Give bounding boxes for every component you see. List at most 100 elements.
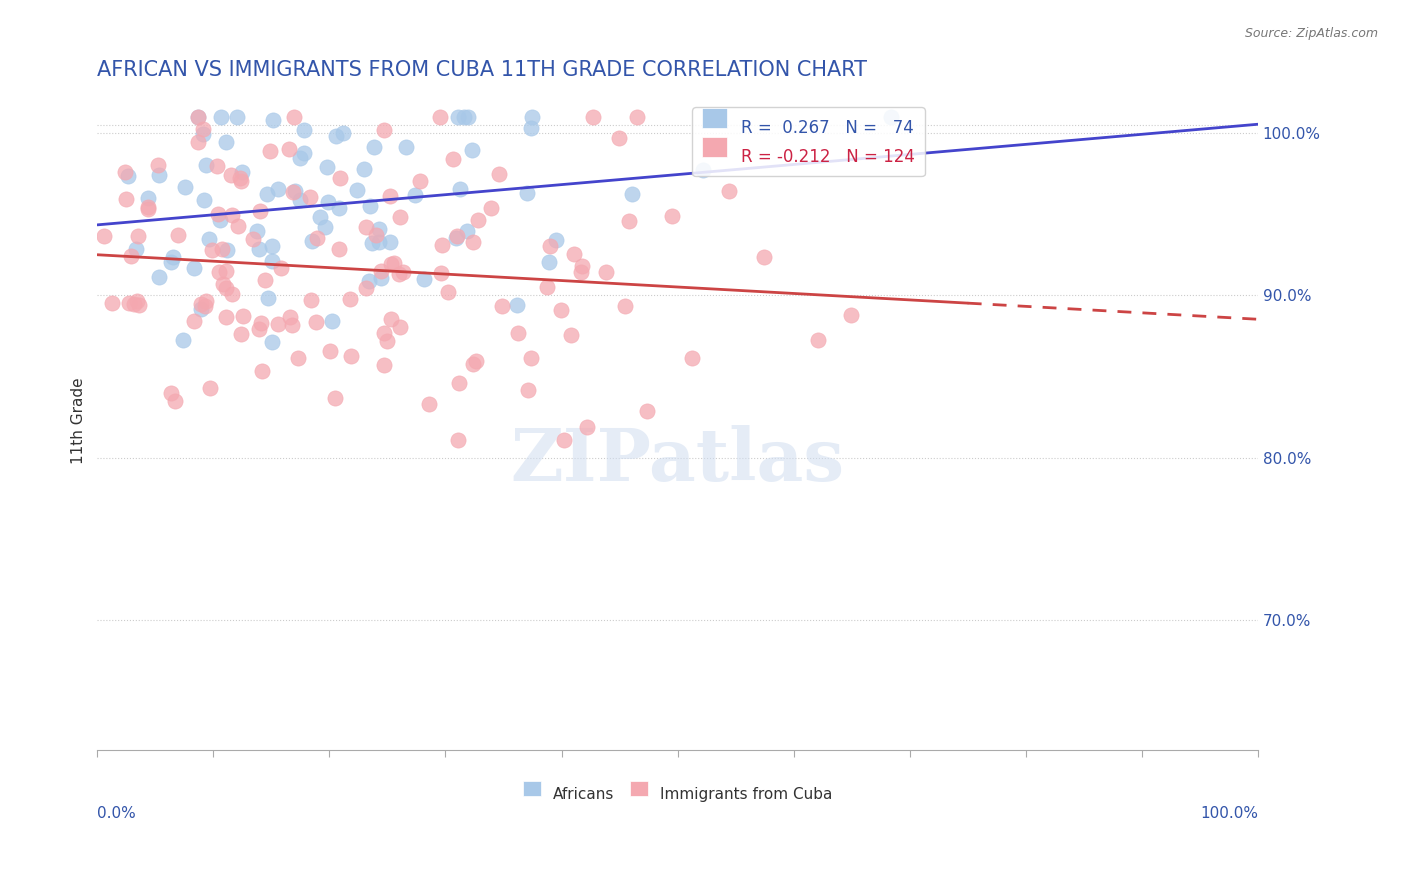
Point	[437, 285, 460, 299]
Point	[215, 135, 238, 149]
Point	[221, 287, 243, 301]
Point	[148, 269, 170, 284]
Point	[447, 110, 470, 124]
Point	[316, 160, 339, 174]
Point	[516, 186, 538, 200]
Point	[373, 358, 395, 372]
Point	[560, 328, 582, 343]
Point	[307, 231, 329, 245]
Point	[718, 184, 741, 198]
Point	[299, 293, 322, 308]
Point	[354, 220, 377, 235]
Point	[373, 326, 395, 341]
Point	[260, 334, 283, 349]
Point	[125, 293, 148, 308]
Point	[571, 260, 593, 274]
Point	[595, 265, 617, 279]
Point	[198, 381, 221, 395]
Legend: Africans, Immigrants from Cuba: Africans, Immigrants from Cuba	[516, 780, 839, 808]
Point	[461, 357, 484, 371]
Point	[692, 163, 714, 178]
Point	[354, 281, 377, 295]
Point	[125, 242, 148, 256]
Point	[449, 376, 471, 391]
Point	[114, 165, 136, 179]
Point	[232, 309, 254, 323]
Point	[183, 261, 205, 276]
Text: Source: ZipAtlas.com: Source: ZipAtlas.com	[1244, 27, 1378, 40]
Point	[246, 224, 269, 238]
Point	[298, 190, 321, 204]
Point	[148, 169, 170, 183]
Point	[256, 291, 278, 305]
Point	[391, 265, 413, 279]
Point	[207, 207, 229, 221]
Y-axis label: 11th Grade: 11th Grade	[72, 378, 86, 465]
Point	[506, 298, 529, 312]
Point	[209, 110, 232, 124]
Point	[314, 220, 336, 235]
Point	[360, 236, 382, 251]
Point	[193, 121, 215, 136]
Point	[520, 351, 543, 365]
Point	[582, 110, 605, 124]
Point	[292, 123, 315, 137]
Point	[301, 234, 323, 248]
Point	[93, 228, 115, 243]
Point	[375, 334, 398, 348]
Point	[544, 233, 567, 247]
Point	[247, 242, 270, 256]
Point	[165, 393, 187, 408]
Point	[353, 161, 375, 176]
Point	[550, 302, 572, 317]
Point	[453, 110, 475, 124]
Point	[614, 299, 637, 313]
Point	[488, 167, 510, 181]
Point	[661, 209, 683, 223]
Point	[190, 297, 212, 311]
Point	[262, 113, 284, 128]
Point	[380, 312, 402, 326]
Point	[208, 265, 231, 279]
Point	[249, 204, 271, 219]
Point	[226, 219, 249, 234]
Point	[467, 213, 489, 227]
Point	[408, 174, 430, 188]
Point	[205, 159, 228, 173]
Point	[253, 273, 276, 287]
Point	[839, 308, 862, 322]
Point	[569, 265, 592, 279]
Point	[287, 351, 309, 365]
Point	[553, 433, 575, 447]
Point	[370, 271, 392, 285]
Point	[754, 250, 776, 264]
Point	[194, 299, 217, 313]
Point	[575, 420, 598, 434]
Point	[198, 232, 221, 246]
Point	[100, 295, 122, 310]
Point	[187, 110, 209, 124]
Point	[378, 235, 401, 249]
Point	[277, 142, 299, 156]
Point	[278, 310, 301, 324]
Point	[221, 169, 243, 183]
Point	[319, 343, 342, 358]
Point	[346, 183, 368, 197]
Point	[114, 192, 136, 206]
Point	[172, 333, 194, 347]
Point	[215, 263, 238, 277]
Point	[321, 314, 343, 328]
Point	[328, 242, 350, 256]
Point	[562, 247, 585, 261]
Point	[259, 144, 281, 158]
Point	[191, 128, 214, 142]
Point	[138, 190, 160, 204]
Point	[247, 321, 270, 335]
Point	[325, 129, 347, 144]
Point	[167, 227, 190, 242]
Point	[538, 239, 561, 253]
Point	[607, 131, 630, 145]
Point	[200, 243, 222, 257]
Point	[329, 171, 352, 186]
Text: 100.0%: 100.0%	[1199, 806, 1258, 821]
